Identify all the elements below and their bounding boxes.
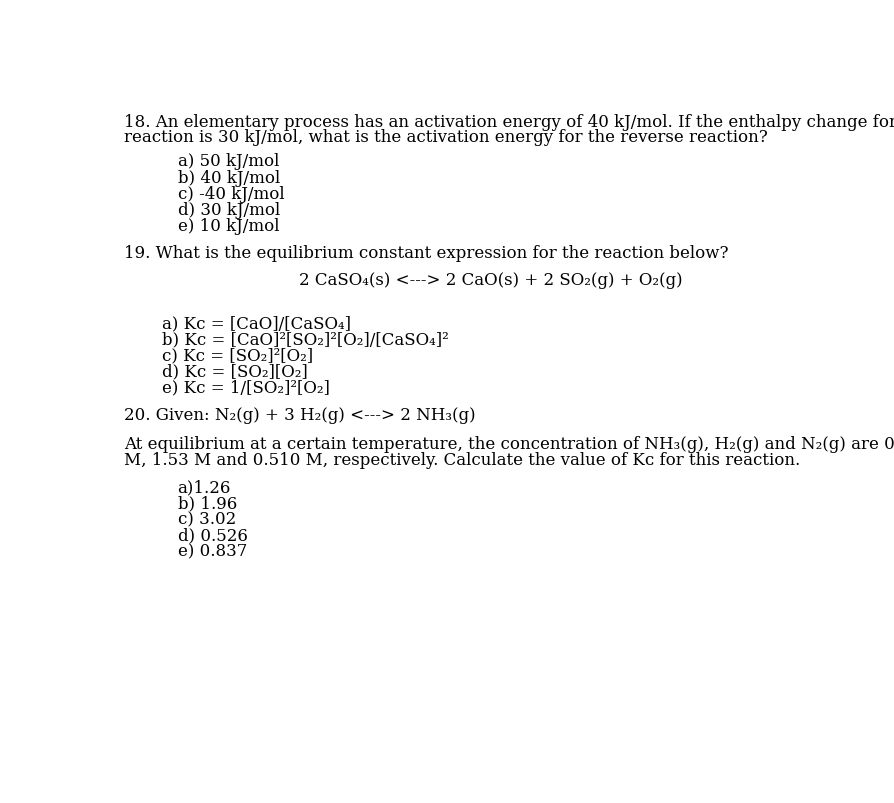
Text: e) 0.837: e) 0.837 — [178, 543, 247, 560]
Text: 18. An elementary process has an activation energy of 40 kJ/mol. If the enthalpy: 18. An elementary process has an activat… — [124, 114, 894, 131]
Text: 20. Given: N₂(g) + 3 H₂(g) <---> 2 NH₃(g): 20. Given: N₂(g) + 3 H₂(g) <---> 2 NH₃(g… — [124, 407, 476, 424]
Text: e) Kc = 1/[SO₂]²[O₂]: e) Kc = 1/[SO₂]²[O₂] — [163, 379, 330, 396]
Text: b) 1.96: b) 1.96 — [178, 495, 237, 512]
Text: 2 CaSO₄(s) <---> 2 CaO(s) + 2 SO₂(g) + O₂(g): 2 CaSO₄(s) <---> 2 CaO(s) + 2 SO₂(g) + O… — [299, 272, 682, 289]
Text: At equilibrium at a certain temperature, the concentration of NH₃(g), H₂(g) and : At equilibrium at a certain temperature,… — [124, 435, 894, 452]
Text: 19. What is the equilibrium constant expression for the reaction below?: 19. What is the equilibrium constant exp… — [124, 245, 729, 262]
Text: c) Kc = [SO₂]²[O₂]: c) Kc = [SO₂]²[O₂] — [163, 347, 314, 364]
Text: c) -40 kJ/mol: c) -40 kJ/mol — [178, 185, 284, 202]
Text: b) 40 kJ/mol: b) 40 kJ/mol — [178, 169, 280, 186]
Text: a) 50 kJ/mol: a) 50 kJ/mol — [178, 153, 279, 170]
Text: b) Kc = [CaO]²[SO₂]²[O₂]/[CaSO₄]²: b) Kc = [CaO]²[SO₂]²[O₂]/[CaSO₄]² — [163, 331, 449, 348]
Text: a) Kc = [CaO]/[CaSO₄]: a) Kc = [CaO]/[CaSO₄] — [163, 315, 351, 332]
Text: c) 3.02: c) 3.02 — [178, 511, 236, 528]
Text: M, 1.53 M and 0.510 M, respectively. Calculate the value of Kᴄ for this reaction: M, 1.53 M and 0.510 M, respectively. Cal… — [124, 451, 800, 468]
Text: d) Kc = [SO₂][O₂]: d) Kc = [SO₂][O₂] — [163, 363, 308, 380]
Text: a)1.26: a)1.26 — [178, 479, 231, 495]
Text: d) 0.526: d) 0.526 — [178, 527, 248, 544]
Text: e) 10 kJ/mol: e) 10 kJ/mol — [178, 218, 279, 234]
Text: reaction is 30 kJ/mol, what is the activation energy for the reverse reaction?: reaction is 30 kJ/mol, what is the activ… — [124, 128, 768, 145]
Text: d) 30 kJ/mol: d) 30 kJ/mol — [178, 202, 280, 218]
